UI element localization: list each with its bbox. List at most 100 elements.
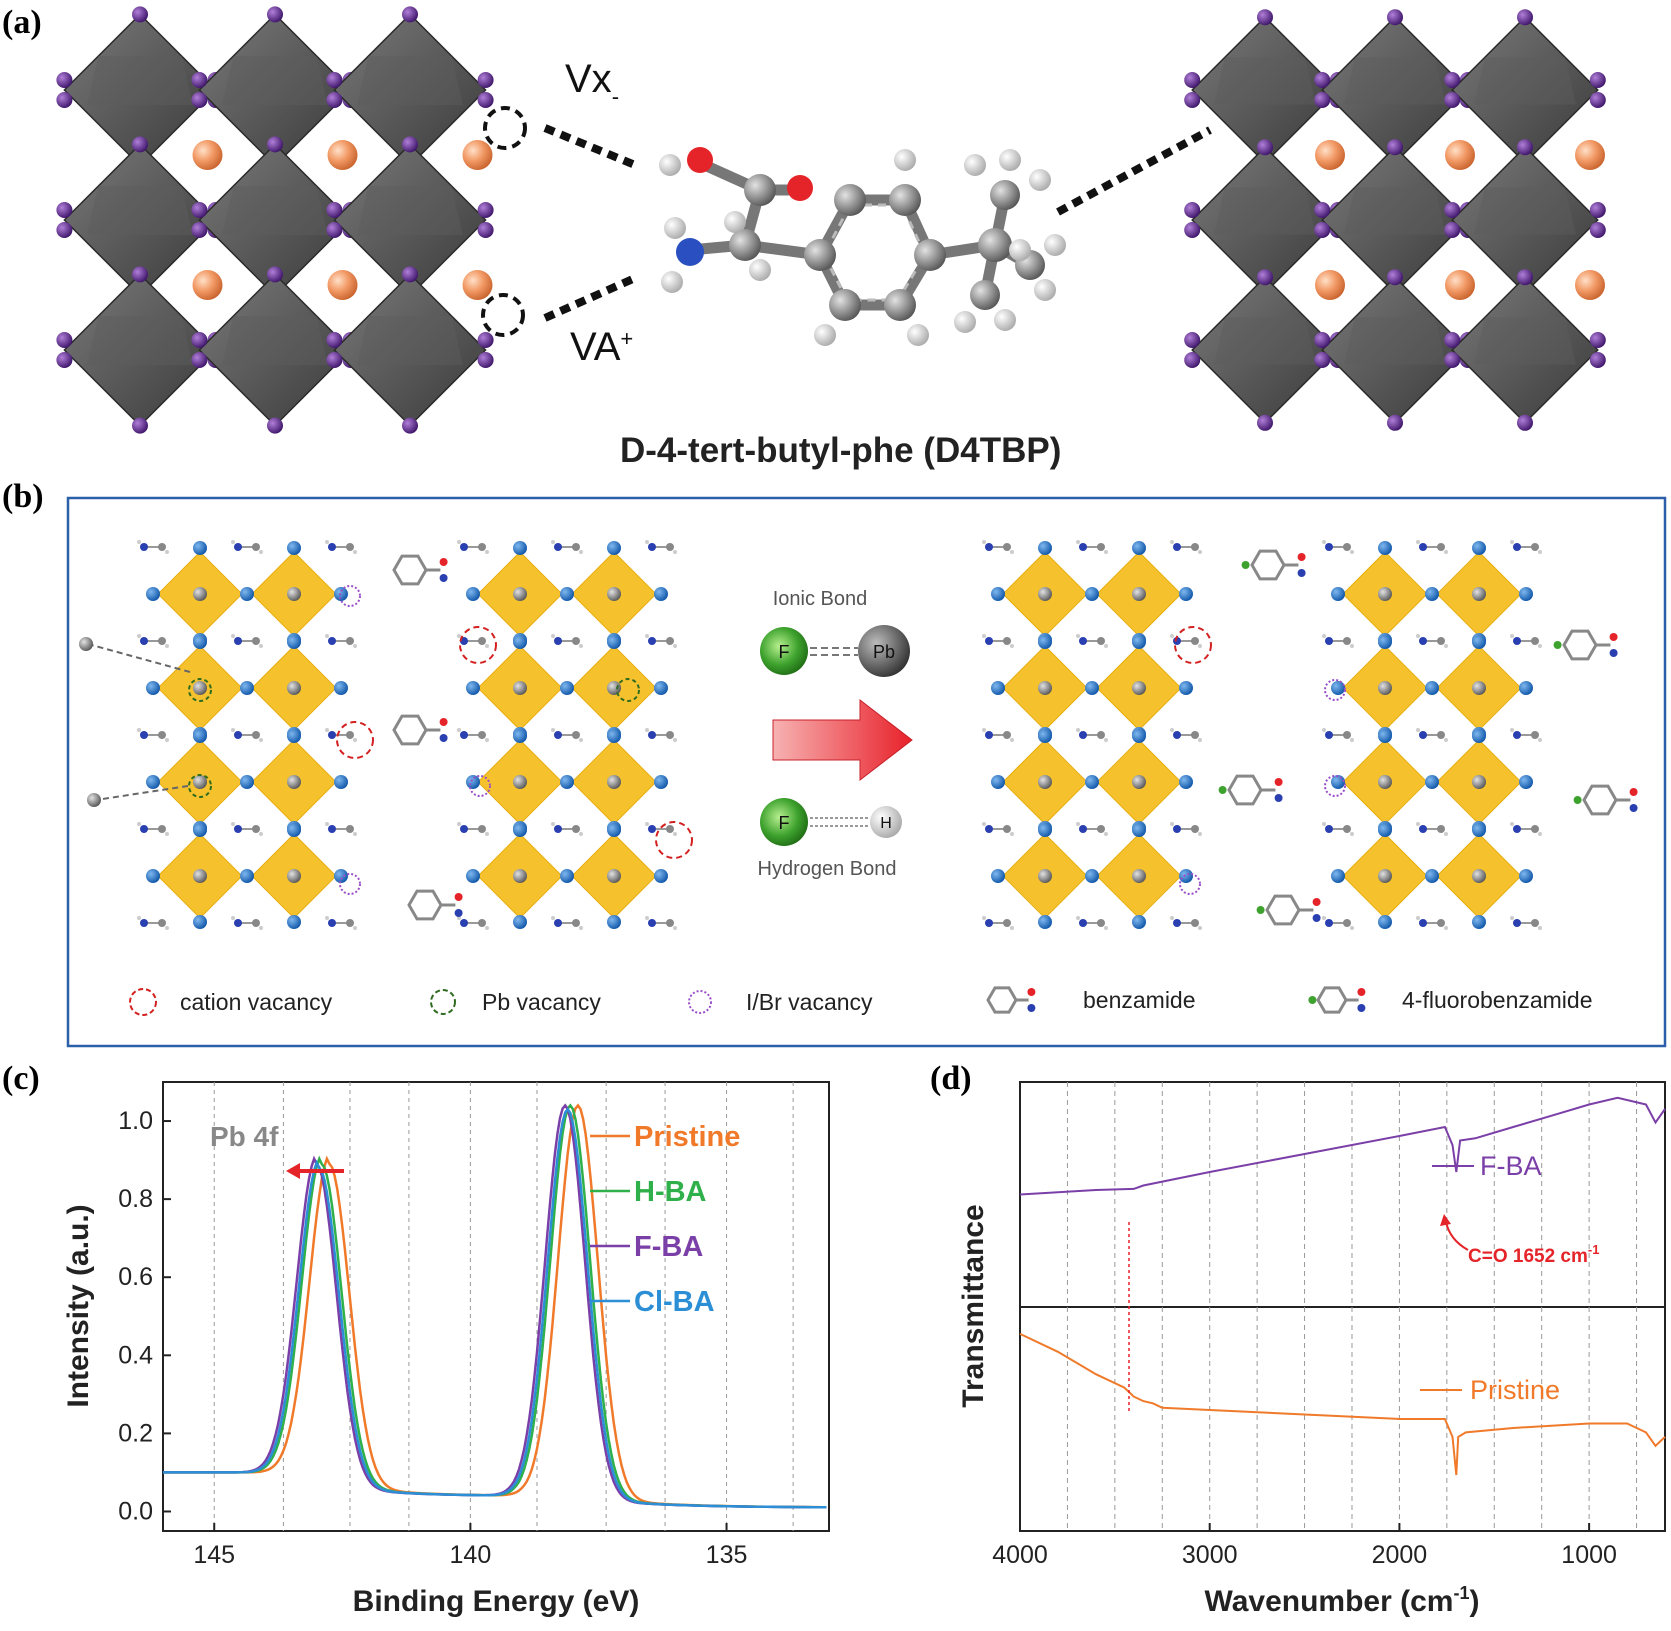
halide-atom	[193, 635, 207, 649]
ibr-vacancy-marker	[1324, 679, 1346, 701]
lead-atom-icon	[858, 625, 910, 677]
transformation-arrow-icon	[772, 698, 913, 782]
hydrogen-atom	[1044, 234, 1066, 256]
methylammonium-cation	[1170, 728, 1202, 742]
lead-atom	[1038, 869, 1052, 883]
chart-c-xlabel: Binding Energy (eV)	[353, 1585, 640, 1618]
halide-atom	[1257, 414, 1273, 431]
lead-atom	[287, 869, 301, 883]
halide-atom	[1425, 869, 1439, 883]
methylammonium-cation	[137, 916, 169, 930]
halide-atom	[132, 417, 148, 434]
hydrogen-atom	[894, 149, 916, 171]
halide-atom	[1184, 92, 1201, 108]
cation-vacancy-marker	[336, 721, 374, 759]
halide-atom	[607, 915, 621, 929]
migrating-pb-atom	[87, 793, 101, 807]
methylammonium-cation	[457, 540, 489, 554]
halide-atom	[1589, 92, 1606, 108]
hydrogen-atom	[1009, 239, 1031, 261]
lead-atom	[1038, 587, 1052, 601]
lead-atom	[193, 775, 207, 789]
halide-atom	[334, 775, 348, 789]
fluorobenzamide-molecule	[1218, 774, 1283, 806]
halide-atom	[513, 915, 527, 929]
methylammonium-cation	[1510, 916, 1542, 930]
pb-vacancy-legend-icon	[430, 989, 456, 1015]
lead-atom	[193, 681, 207, 695]
halide-atom	[193, 729, 207, 743]
lead-atom	[193, 587, 207, 601]
migrating-pb-atom	[79, 637, 93, 651]
halide-atom	[326, 202, 343, 218]
fluorine-symbol: F	[779, 813, 790, 833]
halide-atom	[1132, 635, 1146, 649]
halide-atom	[132, 266, 148, 283]
methylammonium-cation	[137, 634, 169, 648]
halide-atom	[1378, 823, 1392, 837]
halide-atom	[477, 72, 494, 88]
halide-atom	[1444, 72, 1461, 88]
fluorine-symbol: F	[779, 642, 790, 662]
halide-atom	[132, 6, 148, 23]
methylammonium-cation	[1170, 540, 1202, 554]
left-perovskite-lattice	[56, 6, 494, 434]
halide-atom	[191, 92, 208, 108]
lead-atom	[513, 775, 527, 789]
halide-atom	[513, 729, 527, 743]
halide-atom	[193, 823, 207, 837]
benzamide-molecule	[986, 986, 1036, 1014]
fluorobenzamide-molecule	[1553, 629, 1618, 661]
methylammonium-cation	[1076, 540, 1108, 554]
halide-atom	[1472, 823, 1486, 837]
a-site-cation	[192, 140, 223, 170]
halide-atom	[1378, 915, 1392, 929]
octahedron-face	[1474, 187, 1576, 235]
lead-atom	[607, 775, 621, 789]
carbon-atom	[804, 239, 836, 271]
a-site-cation	[1575, 270, 1605, 300]
y-tick-label: 0.4	[118, 1341, 153, 1369]
pb-vacancy-marker	[188, 774, 212, 798]
legend-label: Cl-BA	[634, 1286, 715, 1318]
halide-atom	[402, 266, 418, 283]
lead-atom	[1472, 587, 1486, 601]
halide-atom	[334, 869, 348, 883]
halide-atom	[1472, 635, 1486, 649]
ftir-curve-f-ba	[1019, 1096, 1666, 1196]
halide-atom	[56, 222, 73, 238]
halide-atom	[1179, 681, 1193, 695]
migration-arrow	[95, 785, 189, 801]
y-tick-label: 0.2	[118, 1419, 153, 1447]
x-tick-label: 1000	[1561, 1541, 1617, 1569]
lead-atom	[513, 869, 527, 883]
methylammonium-cation	[1076, 634, 1108, 648]
octahedron-face	[357, 315, 463, 366]
halide-atom	[1314, 352, 1331, 368]
halide-atom	[1517, 9, 1533, 26]
halide-atom	[513, 823, 527, 837]
methylammonium-cation	[325, 822, 357, 836]
lead-atom	[1132, 869, 1146, 883]
lead-atom	[1472, 869, 1486, 883]
halide-atom	[1179, 775, 1193, 789]
ibr-vacancy-marker	[1179, 873, 1201, 895]
a-site-cation	[327, 270, 358, 300]
cation-vacancy-marker	[1174, 626, 1212, 664]
halide-atom	[466, 775, 480, 789]
halide-atom	[991, 681, 1005, 695]
halide-atom	[1444, 202, 1461, 218]
halide-atom	[1038, 729, 1052, 743]
legend-fba-label: F-BA	[1480, 1151, 1542, 1181]
halide-atom	[1519, 587, 1533, 601]
halide-atom	[1184, 202, 1201, 218]
halide-atom	[654, 681, 668, 695]
fluorobenzamide-molecule	[1241, 549, 1306, 581]
methylammonium-cation	[457, 728, 489, 742]
halide-atom	[1378, 729, 1392, 743]
hydrogen-atom	[999, 149, 1021, 171]
methylammonium-cation	[982, 916, 1014, 930]
legend-label: Pristine	[634, 1121, 740, 1153]
halide-atom	[1331, 587, 1345, 601]
